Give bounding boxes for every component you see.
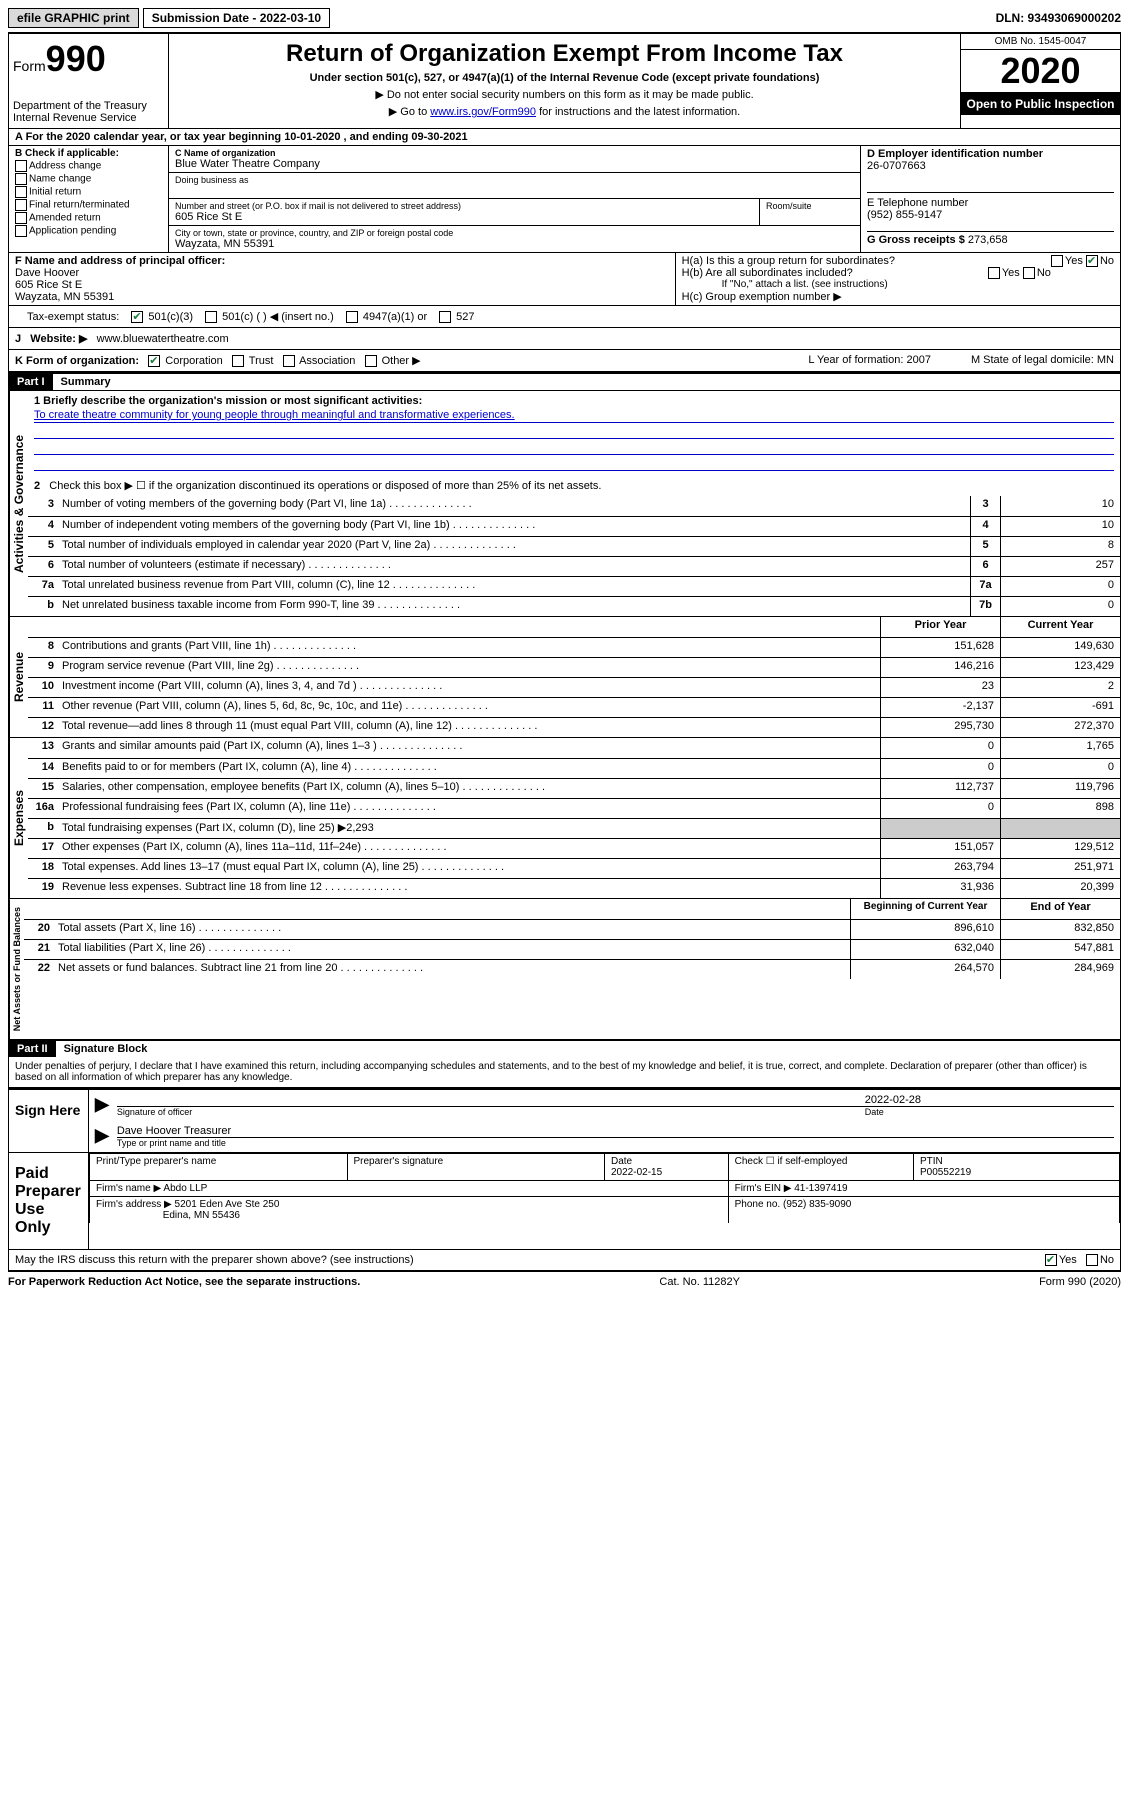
part-ii-hdr: Part II	[9, 1041, 56, 1057]
col-begin: Beginning of Current Year	[850, 899, 1000, 919]
line-row: 22Net assets or fund balances. Subtract …	[24, 959, 1120, 979]
form-subtitle: Under section 501(c), 527, or 4947(a)(1)…	[175, 72, 954, 84]
line-row: 20Total assets (Part X, line 16)896,6108…	[24, 919, 1120, 939]
date-label: Date	[865, 1107, 1114, 1117]
inspection-label: Open to Public Inspection	[961, 93, 1120, 115]
q2: 2 Check this box ▶ ☐ if the organization…	[34, 479, 1114, 492]
q1: 1 Briefly describe the organization's mi…	[34, 395, 1114, 407]
line-row: 9Program service revenue (Part VIII, lin…	[28, 657, 1120, 677]
col-current: Current Year	[1000, 617, 1120, 637]
gross-label: G Gross receipts $	[867, 234, 965, 246]
omb-number: OMB No. 1545-0047	[961, 34, 1120, 50]
dln-label: DLN: 93493069000202	[996, 11, 1121, 25]
sig-date: 2022-02-28	[865, 1094, 1114, 1106]
arrow-icon: ▶	[95, 1094, 109, 1117]
line-row: 18Total expenses. Add lines 13–17 (must …	[28, 858, 1120, 878]
box-b: B Check if applicable: Address change Na…	[9, 146, 169, 252]
box-h: H(a) Is this a group return for subordin…	[676, 253, 1120, 305]
addr-street: 605 Rice St E	[175, 211, 753, 223]
instr-1: ▶ Do not enter social security numbers o…	[175, 88, 954, 101]
line-row: 13Grants and similar amounts paid (Part …	[28, 738, 1120, 758]
addr-label: Number and street (or P.O. box if mail i…	[175, 201, 753, 211]
form-prefix: Form	[13, 58, 46, 74]
line-row: 12Total revenue—add lines 8 through 11 (…	[28, 717, 1120, 737]
submission-date: Submission Date - 2022-03-10	[143, 8, 330, 28]
form-header: Form990 Department of the Treasury Inter…	[8, 32, 1121, 129]
officer-name: Dave Hoover Treasurer	[117, 1125, 1114, 1138]
line-row: 5Total number of individuals employed in…	[28, 536, 1120, 556]
line-row: 10Investment income (Part VIII, column (…	[28, 677, 1120, 697]
col-prior: Prior Year	[880, 617, 1000, 637]
line-row: 8Contributions and grants (Part VIII, li…	[28, 637, 1120, 657]
line-row: 11Other revenue (Part VIII, column (A), …	[28, 697, 1120, 717]
declaration: Under penalties of perjury, I declare th…	[9, 1057, 1120, 1087]
preparer-table: Print/Type preparer's name Preparer's si…	[89, 1153, 1120, 1223]
room-label: Room/suite	[766, 201, 854, 211]
org-name: Blue Water Theatre Company	[175, 158, 854, 170]
discuss-text: May the IRS discuss this return with the…	[15, 1254, 414, 1266]
part-i-title: Summary	[53, 374, 119, 390]
vert-expenses: Expenses	[9, 738, 28, 898]
phone-label: E Telephone number	[867, 197, 1114, 209]
vert-governance: Activities & Governance	[9, 391, 28, 616]
name-label: Type or print name and title	[117, 1138, 1114, 1148]
line-row: 17Other expenses (Part IX, column (A), l…	[28, 838, 1120, 858]
row-a: A For the 2020 calendar year, or tax yea…	[8, 129, 1121, 146]
dba-label: Doing business as	[175, 175, 854, 185]
line-row: 16aProfessional fundraising fees (Part I…	[28, 798, 1120, 818]
line-row: bNet unrelated business taxable income f…	[28, 596, 1120, 616]
vert-net: Net Assets or Fund Balances	[9, 899, 24, 1039]
irs-link[interactable]: www.irs.gov/Form990	[430, 106, 536, 118]
org-name-label: C Name of organization	[175, 148, 854, 158]
ein-val: 26-0707663	[867, 160, 1114, 172]
part-ii-title: Signature Block	[56, 1041, 156, 1057]
row-j: J Website: ▶ www.bluewatertheatre.com	[8, 328, 1121, 350]
form-number: 990	[46, 38, 106, 79]
line-row: 21Total liabilities (Part X, line 26)632…	[24, 939, 1120, 959]
instr-2: ▶ Go to www.irs.gov/Form990 for instruct…	[175, 105, 954, 118]
efile-button[interactable]: efile GRAPHIC print	[8, 8, 139, 28]
gross-val: 273,658	[968, 234, 1008, 246]
col-end: End of Year	[1000, 899, 1120, 919]
city-label: City or town, state or province, country…	[175, 228, 854, 238]
city-val: Wayzata, MN 55391	[175, 238, 854, 250]
line-row: 14Benefits paid to or for members (Part …	[28, 758, 1120, 778]
line-row: 7aTotal unrelated business revenue from …	[28, 576, 1120, 596]
line-row: 15Salaries, other compensation, employee…	[28, 778, 1120, 798]
row-k: K Form of organization: Corporation Trus…	[8, 350, 1121, 372]
part-i-hdr: Part I	[9, 374, 53, 390]
line-row: 19Revenue less expenses. Subtract line 1…	[28, 878, 1120, 898]
dept-label: Department of the Treasury Internal Reve…	[13, 100, 164, 124]
ein-label: D Employer identification number	[867, 148, 1114, 160]
line-row: 4Number of independent voting members of…	[28, 516, 1120, 536]
vert-revenue: Revenue	[9, 617, 28, 737]
footer: For Paperwork Reduction Act Notice, see …	[8, 1271, 1121, 1292]
sign-here-label: Sign Here	[9, 1090, 89, 1152]
tax-status-row: Tax-exempt status: 501(c)(3) 501(c) ( ) …	[8, 306, 1121, 328]
sig-officer-label: Signature of officer	[117, 1107, 865, 1117]
tax-year: 2020	[961, 50, 1120, 93]
paid-preparer-label: Paid Preparer Use Only	[9, 1153, 89, 1249]
mission-text: To create theatre community for young pe…	[34, 409, 1114, 423]
box-f: F Name and address of principal officer:…	[9, 253, 676, 305]
top-bar: efile GRAPHIC print Submission Date - 20…	[8, 8, 1121, 28]
form-title: Return of Organization Exempt From Incom…	[175, 40, 954, 68]
phone-val: (952) 855-9147	[867, 209, 1114, 221]
line-row: 6Total number of volunteers (estimate if…	[28, 556, 1120, 576]
arrow-icon: ▶	[95, 1125, 109, 1148]
line-row: 3Number of voting members of the governi…	[28, 496, 1120, 516]
line-row: bTotal fundraising expenses (Part IX, co…	[28, 818, 1120, 838]
